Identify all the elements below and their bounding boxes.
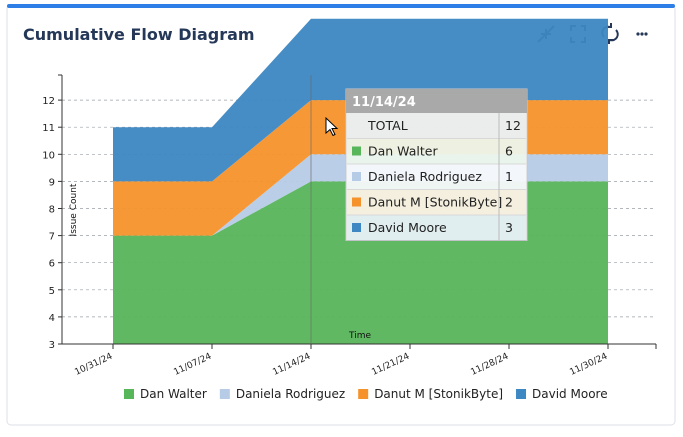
legend-swatch	[124, 389, 134, 399]
tooltip-label: Danut M [StonikByte]	[368, 195, 502, 210]
tooltip-row	[347, 113, 526, 139]
tooltip-row	[347, 189, 526, 215]
tooltip-value: 12	[505, 118, 521, 133]
tooltip-swatch	[352, 146, 361, 156]
tooltip-row	[347, 215, 526, 241]
y-tick-label: 7	[49, 232, 55, 243]
mouse-cursor	[325, 116, 339, 137]
legend-label: Danut M [StonikByte]	[374, 387, 503, 401]
widget-title: Cumulative Flow Diagram	[23, 25, 255, 44]
y-tick-label: 11	[42, 123, 55, 134]
tooltip-header	[346, 89, 527, 113]
y-tick-label: 10	[42, 150, 55, 161]
legend-swatch	[219, 389, 230, 399]
tooltip-value: 2	[505, 195, 513, 210]
tooltip-title: 11/14/24	[352, 95, 416, 110]
tooltip-value: 1	[505, 169, 513, 184]
tooltip-value: 3	[505, 220, 513, 235]
tooltip-swatch	[352, 223, 361, 232]
legend-label: Dan Walter	[140, 387, 207, 401]
tooltip-row	[347, 138, 526, 164]
y-tick-label: 5	[49, 286, 55, 297]
tooltip-swatch	[352, 172, 361, 181]
tooltip-label: David Moore	[368, 220, 447, 235]
tooltip-label: Daniela Rodriguez	[368, 169, 482, 184]
legend-swatch	[358, 389, 369, 399]
y-tick-label: 9	[49, 177, 55, 188]
tooltip-label: TOTAL	[367, 118, 408, 133]
more-icon[interactable]	[636, 32, 648, 36]
legend-label: Daniela Rodriguez	[236, 387, 345, 401]
y-tick-label: 12	[42, 96, 55, 107]
tooltip-swatch	[352, 197, 361, 207]
y-axis-label: Issue Count	[69, 183, 79, 236]
legend-swatch	[516, 389, 527, 399]
y-tick-label: 3	[49, 340, 55, 351]
legend-label: David Moore	[532, 387, 608, 401]
tooltip-value: 6	[505, 144, 513, 159]
card-top-border	[7, 4, 675, 8]
y-tick-label: 4	[49, 313, 55, 324]
tooltip-label: Dan Walter	[368, 144, 438, 159]
y-tick-label: 8	[49, 205, 55, 216]
tooltip-row	[347, 164, 526, 190]
x-axis-label: Time	[348, 331, 371, 341]
y-tick-label: 6	[49, 259, 55, 270]
